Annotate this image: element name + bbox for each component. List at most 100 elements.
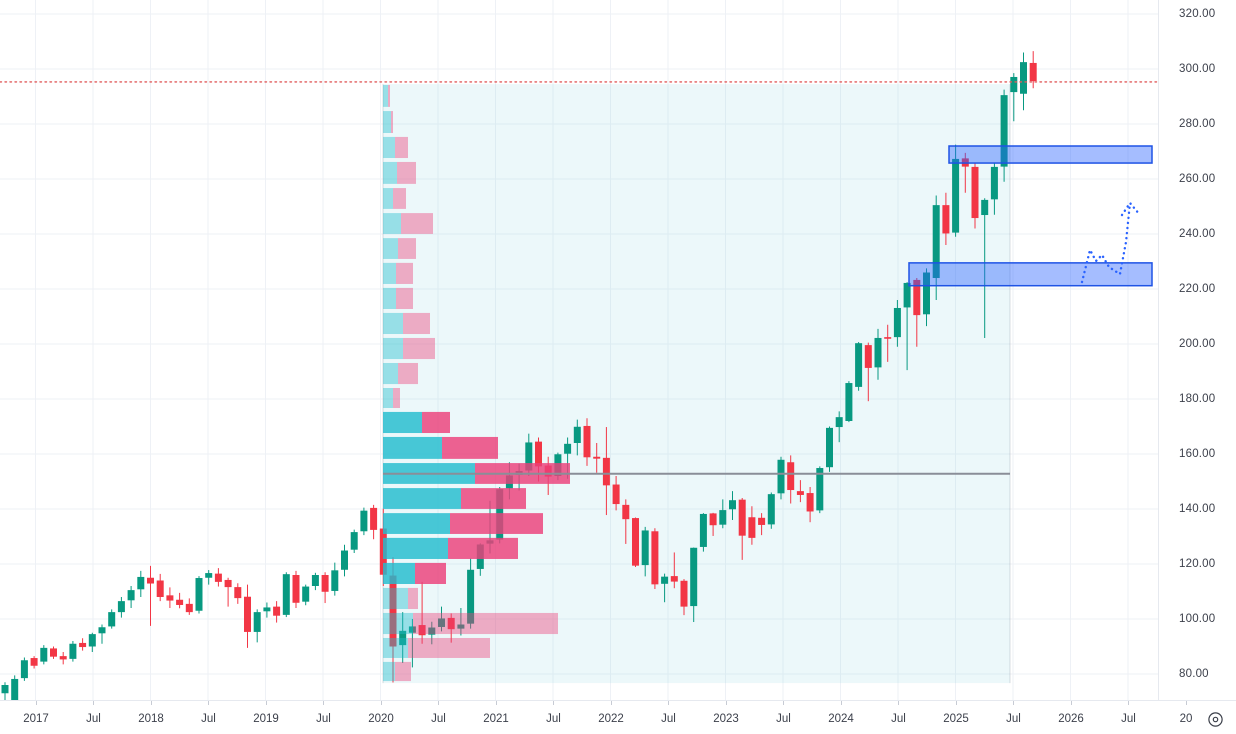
volume-profile-up-bar <box>383 513 450 534</box>
candle-body <box>59 656 67 660</box>
volume-profile-down-bar <box>461 488 526 509</box>
volume-profile-down-bar <box>448 537 518 559</box>
time-axis-label: 2022 <box>598 713 624 725</box>
volume-profile-down-bar <box>398 362 418 385</box>
volume-profile-down-bar <box>396 262 413 284</box>
volume-profile-up-bar <box>383 436 442 459</box>
volume-profile-down-bar <box>396 287 413 309</box>
chart-canvas[interactable] <box>0 0 1158 700</box>
candle-body <box>321 575 329 592</box>
volume-profile-up-bar <box>383 84 388 107</box>
candle-body <box>389 575 397 647</box>
candle-body <box>302 586 310 602</box>
candle-body <box>50 648 57 657</box>
candle-body <box>845 383 853 421</box>
candle-body <box>370 507 378 530</box>
candle-body <box>835 417 843 428</box>
candle-body <box>263 607 271 612</box>
chart-pane[interactable] <box>0 0 1158 700</box>
candle-body <box>932 205 940 278</box>
candle-body <box>195 578 203 611</box>
candle-body <box>428 627 436 635</box>
candle-body <box>670 576 678 582</box>
volume-profile-up-bar <box>383 312 403 335</box>
time-axis-label: Jul <box>86 713 101 725</box>
volume-profile-up-bar <box>383 213 401 234</box>
candle-body <box>205 573 213 578</box>
price-axis-label: 240.00 <box>1179 227 1216 240</box>
time-axis-tick <box>380 701 382 705</box>
time-axis-tick <box>150 701 152 705</box>
time-axis-label: Jul <box>201 713 216 725</box>
time-axis-tick <box>840 701 842 705</box>
candle-body <box>913 279 921 316</box>
price-axis[interactable]: 320.00 300.00 280.00 260.00 240.00 220.00 200.… <box>1158 0 1236 700</box>
scale-settings-icon[interactable] <box>1207 711 1224 728</box>
volume-profile-down-bar <box>408 637 490 658</box>
time-axis-tick <box>898 701 899 705</box>
time-axis-tick <box>955 701 957 705</box>
supply-zone-rect[interactable] <box>948 145 1153 164</box>
time-axis-tick <box>323 701 324 705</box>
candle-body <box>360 510 368 532</box>
volume-profile-up-bar <box>383 488 461 509</box>
candle-body <box>408 626 416 633</box>
candle-body <box>224 579 232 588</box>
candle-body <box>573 426 581 443</box>
volume-profile-up-bar <box>383 287 396 309</box>
candle-body <box>767 494 775 525</box>
volume-profile-down-bar <box>395 661 411 682</box>
candle-body <box>1029 62 1037 82</box>
price-axis-label: 160.00 <box>1179 447 1216 460</box>
time-axis-tick <box>265 701 267 705</box>
volume-profile-down-bar <box>388 84 390 107</box>
candle-body <box>699 513 707 547</box>
volume-profile-up-bar <box>383 562 415 584</box>
candle-body <box>69 643 77 659</box>
candle-body <box>1010 76 1018 93</box>
candle-body <box>20 660 28 679</box>
candle-body <box>729 500 736 510</box>
candle-body <box>748 517 756 538</box>
candle-body <box>602 457 610 486</box>
candle-body <box>40 647 48 662</box>
candle-body <box>777 459 785 494</box>
volume-profile-down-bar <box>442 436 498 459</box>
price-axis-label: 280.00 <box>1179 117 1216 130</box>
time-axis-label: 20 <box>1179 713 1193 725</box>
candle-body <box>147 577 154 584</box>
candle-body <box>117 601 125 613</box>
projection-arrow-path[interactable] <box>1080 201 1132 284</box>
candle-body <box>952 158 960 233</box>
candle-body <box>661 576 669 584</box>
candle-body <box>156 580 164 597</box>
volume-profile-down-bar <box>393 188 406 209</box>
time-axis-label: 2021 <box>483 713 509 725</box>
time-axis-tick <box>495 701 497 705</box>
candle-body <box>826 427 833 468</box>
time-axis-label: Jul <box>431 713 446 725</box>
price-axis-label: 200.00 <box>1179 337 1216 350</box>
projection-arrow-head[interactable] <box>1120 201 1142 217</box>
candle-body <box>447 617 455 630</box>
candle-body <box>884 337 892 339</box>
price-axis-label: 180.00 <box>1179 392 1216 405</box>
demand-zone-rect[interactable] <box>908 262 1153 287</box>
candle-body <box>796 491 804 495</box>
price-axis-label: 220.00 <box>1179 282 1216 295</box>
time-axis-label: Jul <box>776 713 791 725</box>
candle-body <box>612 484 620 505</box>
volume-profile-down-bar <box>450 513 543 534</box>
candle-body <box>166 595 174 601</box>
time-axis-label: Jul <box>1006 713 1021 725</box>
price-axis-label: 120.00 <box>1179 557 1216 570</box>
time-axis[interactable]: 2017 Jul 2018 Jul 2019 Jul 2020 Jul 2021 Jul 2022 J… <box>0 700 1236 734</box>
candle-body <box>738 499 746 536</box>
candle-body <box>282 574 290 615</box>
candle-body <box>816 468 824 511</box>
candle-body <box>253 612 261 632</box>
volume-profile-up-bar <box>383 111 391 133</box>
candle-body <box>535 441 542 467</box>
time-axis-label: Jul <box>891 713 906 725</box>
